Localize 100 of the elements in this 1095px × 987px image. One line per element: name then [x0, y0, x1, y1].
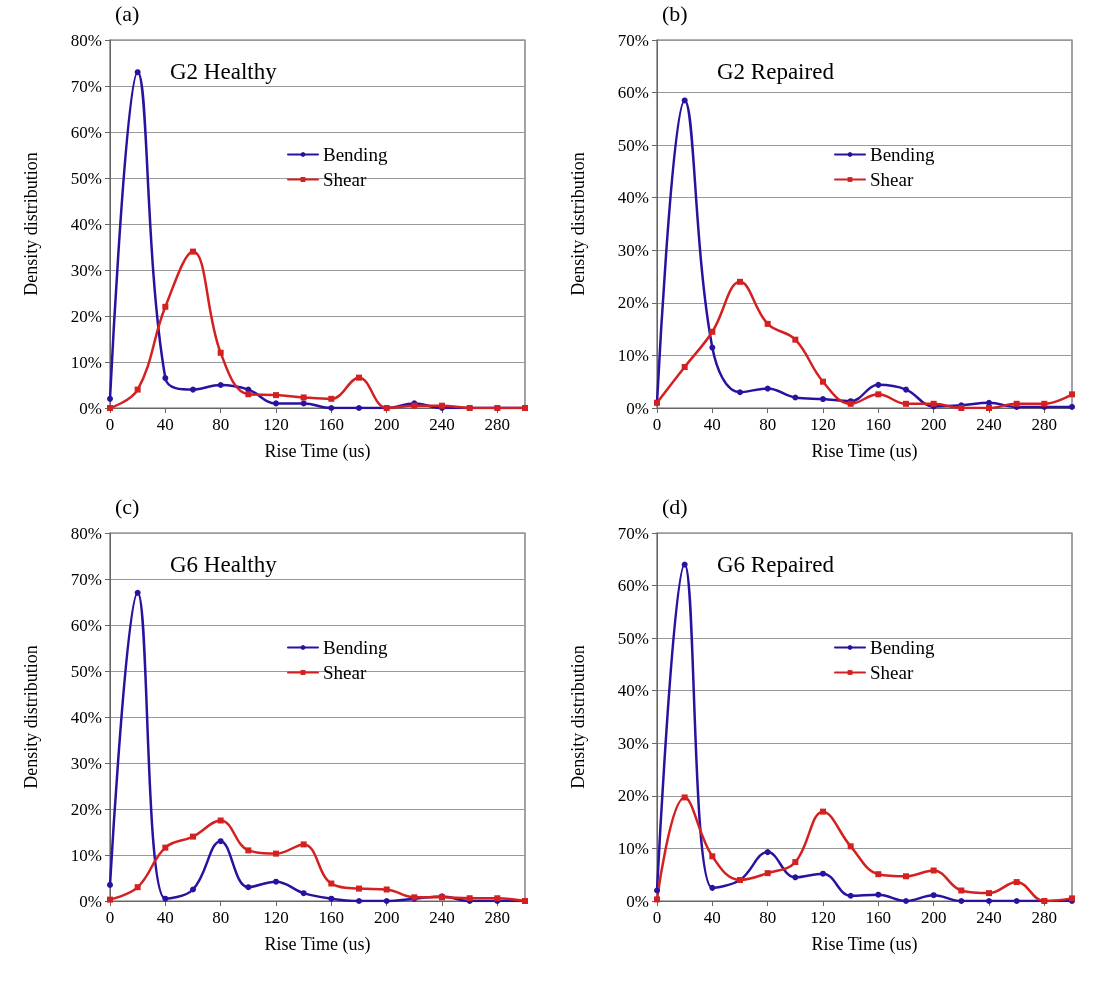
y-tick-label: 10%: [617, 838, 649, 858]
x-tick-label: 240: [976, 415, 1002, 434]
text: G2 Healthy: [170, 59, 278, 84]
legend-label: Shear: [870, 662, 914, 683]
point: [107, 881, 113, 888]
point: [217, 817, 224, 824]
point: [792, 859, 799, 866]
point: [764, 320, 771, 327]
point: [792, 336, 799, 343]
point: [190, 248, 196, 255]
y-tick-label: 10%: [70, 845, 102, 865]
point: [820, 870, 826, 877]
point: [681, 97, 688, 104]
y-tick-label: 0%: [626, 398, 649, 418]
point: [356, 405, 362, 411]
point: [383, 886, 390, 893]
x-tick-label: 80: [759, 415, 777, 434]
x-tick-label: 120: [263, 415, 289, 434]
point: [903, 400, 909, 407]
point: [930, 867, 937, 874]
point: [328, 895, 335, 902]
y-tick-label: 10%: [70, 352, 102, 372]
x-tick-label: 80: [212, 908, 230, 927]
y-tick-label: 30%: [70, 753, 102, 773]
x-tick-label: 280: [484, 415, 511, 434]
text: G2 Repaired: [717, 59, 835, 84]
point: [300, 841, 307, 848]
point: [847, 843, 854, 850]
point: [875, 871, 882, 878]
y-axis-title: Density distribution: [568, 645, 588, 789]
point: [190, 833, 196, 840]
point: [190, 886, 196, 893]
point: [217, 838, 224, 845]
y-tick-label: 20%: [617, 786, 649, 806]
x-tick-label: 120: [263, 908, 289, 927]
y-tick-label: 70%: [70, 76, 102, 96]
point: [764, 385, 771, 392]
point: [958, 898, 965, 904]
point: [356, 885, 362, 892]
x-tick-label: 40: [703, 415, 721, 434]
text: (b): [662, 0, 688, 26]
legend-label: Bending: [323, 144, 388, 165]
y-tick-label: 20%: [617, 293, 649, 313]
point: [737, 278, 743, 285]
point: [903, 898, 909, 904]
y-tick-label: 70%: [617, 523, 649, 543]
point: [986, 399, 992, 406]
x-tick-label: 240: [976, 908, 1002, 927]
point: [764, 849, 771, 856]
point: [820, 808, 826, 815]
y-tick-label: 10%: [617, 345, 649, 365]
point: [1069, 403, 1075, 410]
point: [903, 386, 909, 393]
y-tick-label: 80%: [70, 523, 102, 543]
point: [1013, 879, 1020, 886]
x-tick-label: 200: [920, 908, 947, 927]
point: [903, 873, 909, 880]
point: [820, 396, 826, 403]
point: [875, 381, 882, 388]
text: G6 Healthy: [170, 552, 278, 577]
point: [217, 382, 224, 388]
point: [930, 892, 937, 899]
point: [190, 386, 196, 393]
x-tick-label: 200: [920, 415, 947, 434]
point: [328, 880, 335, 887]
y-tick-label: 60%: [617, 83, 649, 103]
point: [300, 400, 307, 407]
legend-label: Bending: [870, 144, 935, 165]
y-tick-label: 70%: [617, 30, 649, 50]
point: [273, 850, 279, 857]
y-tick-label: 30%: [617, 733, 649, 753]
x-tick-label: 160: [318, 908, 345, 927]
y-tick-label: 0%: [626, 891, 649, 911]
x-axis-title: Rise Time (us): [811, 441, 918, 462]
x-tick-label: 200: [373, 908, 400, 927]
x-tick-label: 280: [1031, 415, 1058, 434]
point: [681, 561, 688, 568]
point: [847, 892, 854, 899]
x-tick-label: 280: [484, 908, 511, 927]
point: [162, 303, 169, 310]
y-tick-label: 0%: [79, 891, 102, 911]
point: [107, 395, 113, 402]
y-axis-title: Density distribution: [21, 645, 41, 789]
y-tick-label: 50%: [617, 628, 649, 648]
x-tick-label: 120: [810, 908, 836, 927]
x-tick-label: 80: [212, 415, 230, 434]
point: [709, 884, 716, 891]
x-axis-title: Rise Time (us): [811, 934, 918, 955]
x-tick-label: 0: [652, 415, 662, 434]
legend-label: Shear: [323, 169, 367, 190]
point: [681, 794, 688, 801]
point: [245, 884, 252, 891]
point: [162, 895, 169, 902]
x-tick-label: 0: [652, 908, 662, 927]
x-tick-label: 160: [318, 415, 345, 434]
point: [245, 391, 252, 398]
point: [134, 69, 141, 76]
y-tick-label: 30%: [617, 240, 649, 260]
y-axis-title: Density distribution: [568, 152, 588, 296]
y-tick-label: 40%: [617, 188, 649, 208]
